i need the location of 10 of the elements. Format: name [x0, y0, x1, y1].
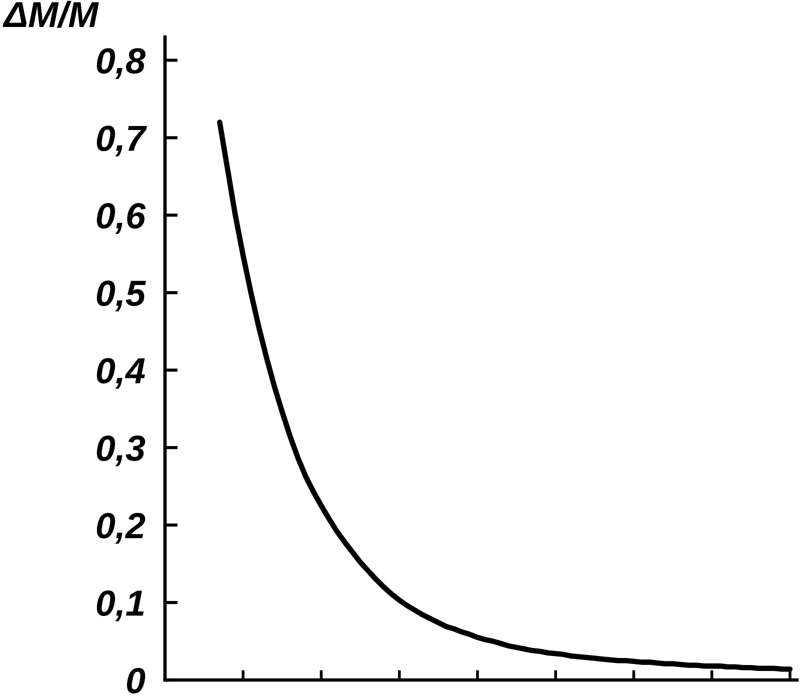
y-tick-label: 0,1: [96, 590, 144, 622]
y-tick-label: 0,2: [96, 512, 146, 544]
y-tick-label: 0,3: [96, 435, 146, 466]
y-tick-label: 0: [126, 668, 146, 694]
y-tick-label: 0,7: [96, 126, 147, 156]
y-tick-label: 0,5: [96, 280, 146, 312]
y-axis-title: ΔM/M: [2, 0, 99, 28]
y-tick-label: 0,6: [96, 203, 146, 234]
y-tick-label: 0,4: [96, 358, 145, 389]
y-tick-label: 0,8: [96, 48, 146, 79]
